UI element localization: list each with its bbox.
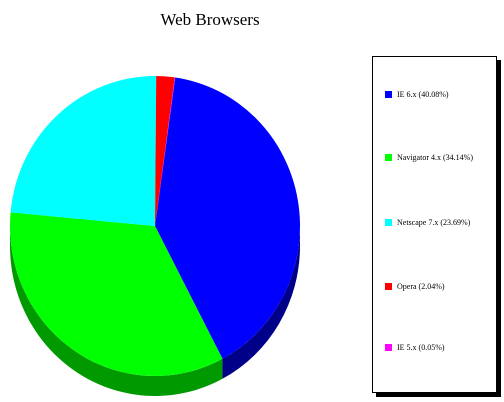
pie-sides <box>10 226 300 396</box>
chart-title: Web Browsers <box>160 10 260 29</box>
pie-slice-ie-5-x <box>155 77 176 227</box>
legend-label: IE 6.x (40.08%) <box>397 90 449 99</box>
pie-chart <box>10 76 301 396</box>
legend-item: Netscape 7.x (23.69%) <box>385 218 470 227</box>
legend-swatch <box>385 283 392 290</box>
pie-side-navigator-4-x <box>10 226 223 396</box>
legend: IE 6.x (40.08%) Navigator 4.x (34.14%) Net… <box>372 56 497 393</box>
legend-label: Navigator 4.x (34.14%) <box>397 153 473 162</box>
pie-side-ie-6-x <box>222 226 300 379</box>
pie-top <box>10 76 301 376</box>
legend-label: IE 5.x (0.05%) <box>397 343 445 352</box>
pie-slice-netscape-7-x <box>10 76 157 226</box>
legend-swatch <box>385 91 392 98</box>
pie-slice-navigator-4-x <box>10 212 223 376</box>
legend-item: IE 6.x (40.08%) <box>385 90 449 99</box>
legend-label: Opera (2.04%) <box>397 282 445 291</box>
legend-label: Netscape 7.x (23.69%) <box>397 218 471 227</box>
pie-slice-opera <box>155 76 175 226</box>
legend-item: IE 5.x (0.05%) <box>385 343 445 352</box>
legend-swatch <box>385 219 392 226</box>
pie-slice-ie-6-x <box>155 77 301 359</box>
legend-swatch <box>385 154 392 161</box>
legend-swatch <box>385 344 392 351</box>
legend-item: Opera (2.04%) <box>385 282 445 291</box>
legend-item: Navigator 4.x (34.14%) <box>385 153 473 162</box>
